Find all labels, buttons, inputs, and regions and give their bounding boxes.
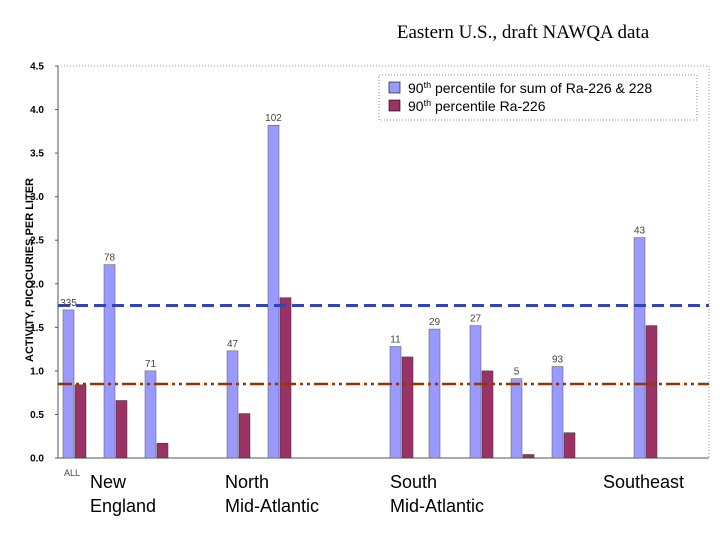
bar-sum <box>469 325 482 459</box>
bar-count-label: 71 <box>145 359 157 370</box>
chart-title: Eastern U.S., draft NAWQA data <box>397 22 650 43</box>
bar-count-label: 102 <box>265 113 282 124</box>
bar-sum <box>428 328 441 459</box>
bar-ra226 <box>563 432 576 459</box>
legend-entry-sum: 90th percentile for sum of Ra-226 & 228 <box>408 80 652 96</box>
bar-count-label: 43 <box>634 226 646 237</box>
group-label-south-1: South <box>390 472 437 492</box>
bar-sum <box>510 378 523 459</box>
y-tick-label: 4.0 <box>30 105 44 116</box>
bar-ra226 <box>645 325 658 459</box>
bar-count-label: 29 <box>429 317 441 328</box>
bar-sum <box>633 237 646 459</box>
legend-entry-ra226: 90th percentile Ra-226 <box>408 98 546 114</box>
group-label-south-2: Mid-Atlantic <box>390 496 484 516</box>
group-label-north-2: Mid-Atlantic <box>225 496 319 516</box>
bars <box>62 124 658 459</box>
y-tick-label: 0.0 <box>30 454 44 465</box>
y-tick-label: 0.5 <box>30 410 44 421</box>
y-axis-label: ACTIVITY, PICOCURIES PER LITER <box>24 178 36 362</box>
first-bar-label: ALL <box>64 468 80 478</box>
y-tick-label: 2.5 <box>30 236 44 247</box>
bar-ra226 <box>279 297 292 459</box>
bar-sum <box>103 264 116 459</box>
bar-count-label: 27 <box>470 314 482 325</box>
bar-ra226 <box>238 413 251 459</box>
y-tick-label: 1.5 <box>30 323 44 334</box>
bar-sum <box>144 370 157 459</box>
y-axis: 0.0 0.5 1.0 1.5 2.0 2.5 3.0 3.5 4.0 4.5 <box>30 62 709 465</box>
bar-count-label: 78 <box>104 253 116 264</box>
legend-swatch-sum <box>388 81 401 94</box>
y-tick-label: 4.5 <box>30 62 44 73</box>
group-label-north-1: North <box>225 472 269 492</box>
bar-count-label: 11 <box>390 334 401 345</box>
y-tick-label: 1.0 <box>30 366 44 377</box>
bar-count-label: 5 <box>514 367 520 378</box>
bar-sum <box>389 346 402 459</box>
bar-ra226 <box>115 400 128 459</box>
bar-sum <box>551 366 564 459</box>
legend-swatch-ra226 <box>388 99 401 112</box>
bar-count-label: 335 <box>60 298 77 309</box>
y-tick-label: 3.0 <box>30 192 44 203</box>
group-label-southeast: Southeast <box>603 472 684 492</box>
group-label-new-england-2: England <box>90 496 156 516</box>
bar-ra226 <box>156 442 169 459</box>
bar-ra226 <box>74 384 87 459</box>
group-label-new-england-1: New <box>90 472 127 492</box>
bar-ra226 <box>522 454 535 459</box>
y-tick-label: 3.5 <box>30 149 44 160</box>
bar-sum <box>226 350 239 459</box>
count-labels: 335 78 71 47 102 11 29 27 5 93 43 <box>60 113 645 377</box>
bar-count-label: 47 <box>227 339 239 350</box>
reference-lines <box>58 304 709 386</box>
legend: 90th percentile for sum of Ra-226 & 228 … <box>378 74 698 121</box>
legend-box <box>378 74 698 121</box>
bar-count-label: 93 <box>552 355 564 366</box>
bar-ra226 <box>481 370 494 459</box>
bar-sum <box>267 124 280 459</box>
y-tick-label: 2.0 <box>30 279 44 290</box>
bar-ra226 <box>401 356 414 459</box>
